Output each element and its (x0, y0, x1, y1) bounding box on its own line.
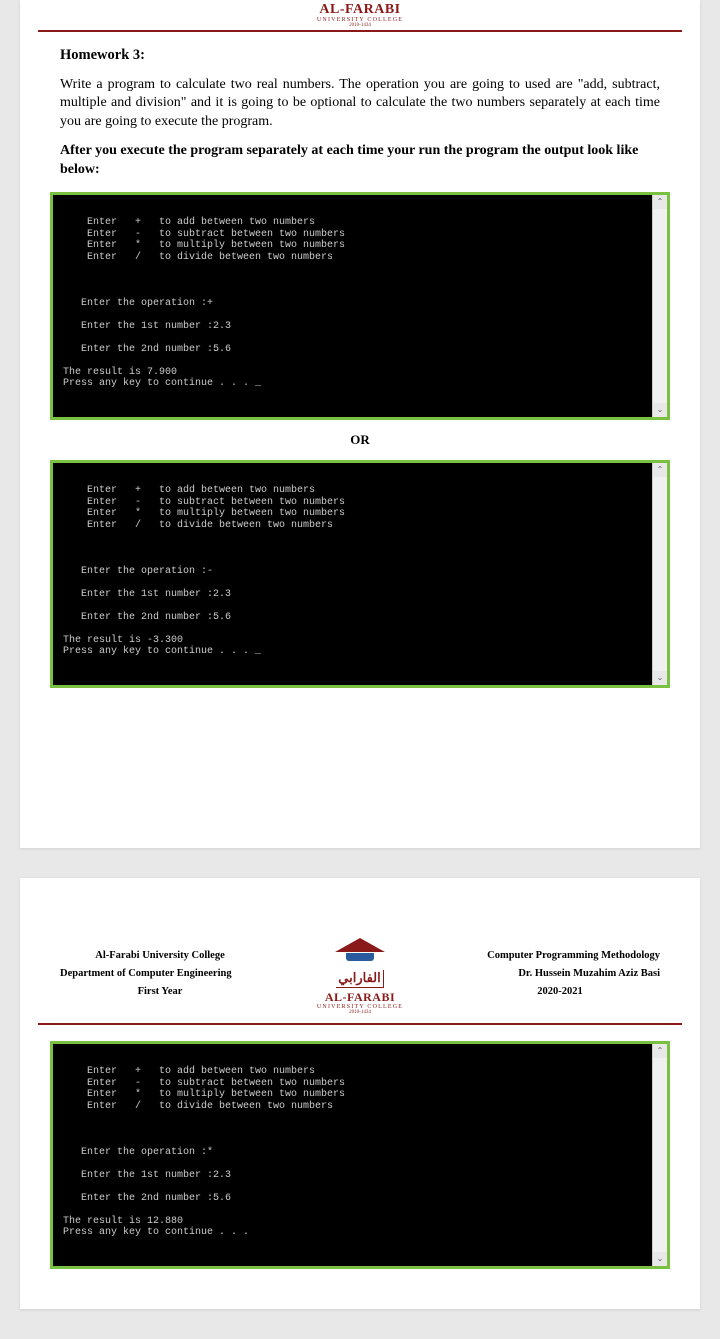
homework-description: Write a program to calculate two real nu… (60, 76, 660, 133)
header-right: Computer Programming Methodology Dr. Hus… (460, 950, 660, 1004)
page-2: Al-Farabi University College Department … (20, 878, 700, 1309)
console-window-2: Enter + to add between two numbers Enter… (50, 460, 670, 688)
scroll-down-icon[interactable]: ⌄ (653, 1252, 667, 1266)
console-run-3: Enter the operation :* Enter the 1st num… (63, 1147, 249, 1239)
console-menu: Enter + to add between two numbers Enter… (63, 217, 345, 263)
or-separator: OR (20, 432, 700, 448)
console-output-1: Enter + to add between two numbers Enter… (57, 199, 663, 413)
console-run-1: Enter the operation :+ Enter the 1st num… (63, 298, 261, 390)
scrollbar[interactable]: ⌃ ⌄ (652, 1044, 667, 1266)
scroll-down-icon[interactable]: ⌄ (653, 671, 667, 685)
college-label: Al-Farabi University College (60, 950, 260, 961)
college-year: 2010-1434 (20, 23, 700, 28)
scroll-up-icon[interactable]: ⌃ (653, 195, 667, 209)
header-line (38, 1023, 682, 1025)
scroll-up-icon[interactable]: ⌃ (653, 1044, 667, 1058)
college-year: 2010-1434 (300, 1010, 420, 1015)
content-area: Homework 3: Write a program to calculate… (20, 46, 700, 180)
console-output-3: Enter + to add between two numbers Enter… (57, 1048, 663, 1262)
logo-icon (335, 938, 385, 968)
instructor-label: Dr. Hussein Muzahim Aziz Basi (460, 968, 660, 979)
header-line (38, 30, 682, 32)
console-output-2: Enter + to add between two numbers Enter… (57, 467, 663, 681)
academic-year-label: 2020-2021 (460, 986, 660, 997)
console-run-2: Enter the operation :- Enter the 1st num… (63, 566, 261, 658)
logo: الفارابي AL-FARABI UNIVERSITY COLLEGE 20… (300, 938, 420, 1015)
year-label: First Year (60, 986, 260, 997)
console-menu: Enter + to add between two numbers Enter… (63, 1066, 345, 1112)
console-window-1: Enter + to add between two numbers Enter… (50, 192, 670, 420)
scroll-down-icon[interactable]: ⌄ (653, 403, 667, 417)
console-menu: Enter + to add between two numbers Enter… (63, 485, 345, 531)
homework-title: Homework 3: (60, 46, 660, 66)
header-top: AL-FARABI UNIVERSITY COLLEGE 2010-1434 (20, 0, 700, 28)
college-name: AL-FARABI (20, 2, 700, 18)
scrollbar[interactable]: ⌃ ⌄ (652, 195, 667, 417)
course-label: Computer Programming Methodology (460, 950, 660, 961)
scrollbar[interactable]: ⌃ ⌄ (652, 463, 667, 685)
header-left: Al-Farabi University College Department … (60, 950, 260, 1004)
scroll-up-icon[interactable]: ⌃ (653, 463, 667, 477)
department-label: Department of Computer Engineering (60, 968, 260, 979)
college-name: AL-FARABI (300, 990, 420, 1005)
spacer (20, 698, 700, 818)
console-window-3: Enter + to add between two numbers Enter… (50, 1041, 670, 1269)
arabic-name: الفارابي (336, 970, 383, 988)
page2-header: Al-Farabi University College Department … (20, 878, 700, 1021)
homework-bold-instruction: After you execute the program separately… (60, 142, 660, 180)
page-1: AL-FARABI UNIVERSITY COLLEGE 2010-1434 H… (20, 0, 700, 848)
